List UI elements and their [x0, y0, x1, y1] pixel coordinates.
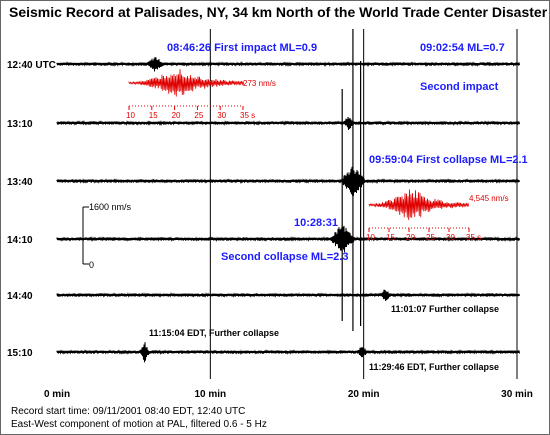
inset-0-tick-label-4: 30 — [217, 111, 226, 120]
row-label-5: 15:10 — [7, 348, 33, 359]
x-tick-label-3: 30 min — [501, 389, 533, 400]
event-label-3-line-2: Second collapse ML=2.3 — [221, 251, 348, 263]
event-markers: 08:46:26 First impact ML=0.9 09:02:54 ML=… — [149, 42, 528, 372]
inset-0-tick-label-5: 35 s — [240, 111, 255, 120]
seismic-trace-row-2 — [56, 166, 520, 196]
inset-waveform-0 — [128, 69, 245, 97]
minute-markers — [209, 29, 518, 379]
event-label-6: 11:29:46 EDT, Further collapse — [369, 362, 499, 372]
row-label-0: 12:40 UTC — [7, 60, 56, 71]
inset-waveform-1 — [368, 189, 470, 221]
scale-bar-top-label: 1600 nm/s — [89, 202, 132, 212]
row-label-2: 13:40 — [7, 177, 33, 188]
inset-1-tick-label-0: 10 — [366, 233, 375, 242]
chart-title: Seismic Record at Palisades, NY, 34 km N… — [9, 4, 548, 20]
inset-0-tick-label-1: 15 — [149, 111, 158, 120]
seismic-trace-row-1 — [56, 116, 520, 131]
row-label-3: 14:10 — [7, 235, 33, 246]
row-label-4: 14:40 — [7, 291, 33, 302]
seismic-trace-row-4 — [56, 289, 520, 301]
event-label-2: 09:59:04 First collapse ML=2.1 — [369, 154, 528, 166]
event-label-4: 11:01:07 Further collapse — [391, 304, 499, 314]
footer-line-2: East-West component of motion at PAL, fi… — [11, 419, 267, 430]
seismic-trace-row-5 — [56, 342, 520, 363]
x-tick-label-0: 0 min — [44, 389, 70, 400]
inset-peak-label-1: 4,545 nm/s — [469, 194, 509, 203]
inset-1-tick-label-3: 25 — [426, 233, 435, 242]
x-tick-label-1: 10 min — [194, 389, 226, 400]
inset-1-tick-label-1: 15 — [386, 233, 395, 242]
event-label-1-line-2: Second impact — [420, 81, 499, 93]
event-label-3: 10:28:31 — [294, 217, 338, 229]
inset-1-tick-label-4: 30 — [446, 233, 455, 242]
row-time-labels: 12:40 UTC 13:10 13:40 14:10 14:40 15:10 — [7, 60, 56, 359]
seismic-trace-row-0 — [56, 56, 520, 72]
zoom-insets: 10 15 20 25 30 35 s 273 nm/s 10 15 20 25 30 35 s 4,54… — [126, 69, 509, 242]
seismic-traces — [56, 29, 520, 363]
row-label-1: 13:10 — [7, 119, 33, 130]
event-label-1: 09:02:54 ML=0.7 — [420, 42, 505, 54]
seismic-trace-row-3 — [56, 225, 520, 253]
inset-0-tick-label-2: 20 — [172, 111, 181, 120]
scale-bar-bottom-label: 0 — [89, 260, 94, 270]
inset-1-tick-label-2: 20 — [406, 233, 415, 242]
event-label-5: 11:15:04 EDT, Further collapse — [149, 328, 279, 338]
inset-peak-label-0: 273 nm/s — [243, 79, 276, 88]
x-axis-ticks: 0 min 10 min 20 min 30 min — [44, 389, 533, 400]
footer-line-1: Record start time: 09/11/2001 08:40 EDT,… — [11, 406, 245, 417]
event-label-0: 08:46:26 First impact ML=0.9 — [167, 42, 317, 54]
amplitude-scale-bar: 1600 nm/s 0 — [82, 202, 132, 270]
inset-1-tick-label-5: 35 s — [466, 233, 481, 242]
inset-0-tick-label-0: 10 — [126, 111, 135, 120]
x-tick-label-2: 20 min — [348, 389, 380, 400]
inset-0-tick-label-3: 25 — [194, 111, 203, 120]
